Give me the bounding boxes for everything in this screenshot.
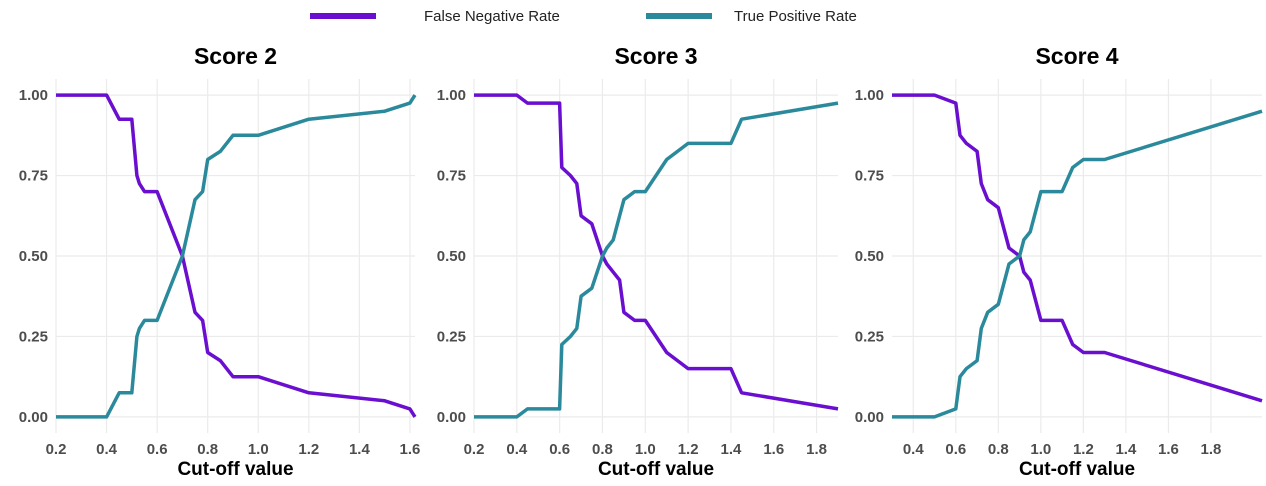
legend-label: False Negative Rate [424, 8, 560, 25]
x-tick-label: 1.0 [248, 441, 269, 458]
x-tick-label: 1.2 [298, 441, 319, 458]
legend-label: True Positive Rate [734, 8, 857, 25]
panel-title: Score 4 [1035, 43, 1118, 69]
y-tick-label: 1.00 [19, 87, 48, 104]
x-tick-label: 1.6 [763, 441, 784, 458]
x-axis-title: Cut-off value [177, 459, 293, 480]
series-line [892, 109, 1263, 419]
series-line [474, 93, 839, 411]
x-tick-label: 0.8 [592, 441, 613, 458]
x-tick-label: 1.4 [721, 441, 743, 458]
x-tick-label: 1.0 [1030, 441, 1051, 458]
x-tick-label: 0.8 [988, 441, 1009, 458]
x-tick-label: 0.8 [197, 441, 218, 458]
y-tick-label: 1.00 [437, 87, 466, 104]
x-tick-label: 1.2 [678, 441, 699, 458]
x-axis-title: Cut-off value [598, 459, 714, 480]
y-tick-label: 0.00 [19, 409, 48, 426]
x-tick-label: 1.4 [349, 441, 371, 458]
panel-title: Score 2 [194, 43, 277, 69]
x-tick-label: 0.2 [464, 441, 485, 458]
x-tick-label: 0.6 [945, 441, 966, 458]
y-tick-label: 0.25 [437, 328, 466, 345]
y-tick-label: 1.00 [855, 87, 884, 104]
series-line [56, 93, 417, 418]
x-tick-label: 1.4 [1115, 441, 1137, 458]
x-tick-label: 0.4 [903, 441, 925, 458]
series-line [56, 94, 417, 419]
x-tick-label: 1.8 [1201, 441, 1222, 458]
y-tick-label: 0.75 [437, 168, 466, 185]
y-tick-label: 0.25 [19, 328, 48, 345]
y-tick-label: 0.50 [437, 248, 466, 265]
y-tick-label: 0.00 [437, 409, 466, 426]
y-tick-label: 0.00 [855, 409, 884, 426]
panel-title: Score 3 [614, 43, 697, 69]
x-tick-label: 1.6 [1158, 441, 1179, 458]
x-tick-label: 0.2 [46, 441, 67, 458]
y-tick-label: 0.50 [855, 248, 884, 265]
x-tick-label: 0.4 [506, 441, 528, 458]
y-tick-label: 0.25 [855, 328, 884, 345]
x-tick-label: 0.6 [147, 441, 168, 458]
y-tick-label: 0.75 [855, 168, 884, 185]
y-tick-label: 0.50 [19, 248, 48, 265]
x-tick-label: 0.6 [549, 441, 570, 458]
x-tick-label: 0.4 [96, 441, 118, 458]
x-tick-label: 1.6 [400, 441, 421, 458]
x-axis-title: Cut-off value [1019, 459, 1135, 480]
x-tick-label: 1.0 [635, 441, 656, 458]
series-line [474, 101, 839, 419]
x-tick-label: 1.2 [1073, 441, 1094, 458]
y-tick-label: 0.75 [19, 168, 48, 185]
series-line [892, 93, 1263, 403]
x-tick-label: 1.8 [806, 441, 827, 458]
